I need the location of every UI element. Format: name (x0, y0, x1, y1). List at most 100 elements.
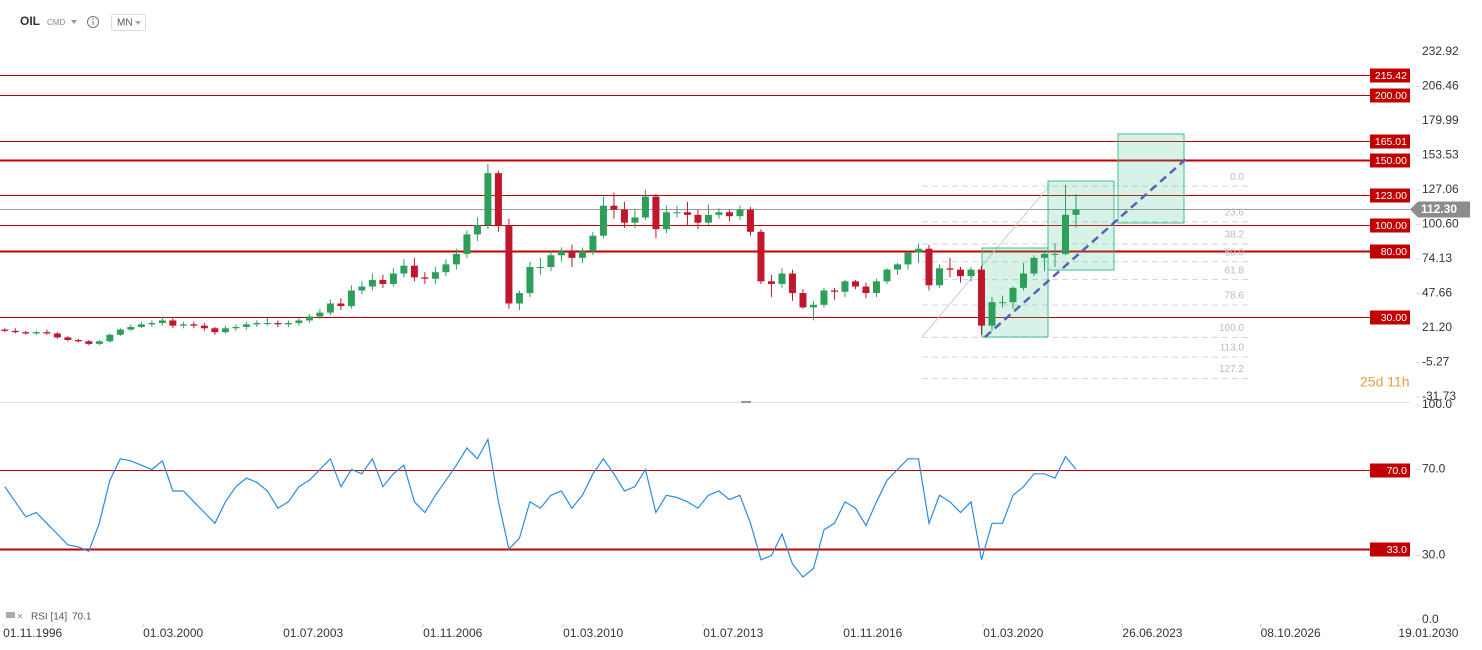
indicator-close[interactable]: × (17, 612, 23, 623)
x-tick-label: 01.11.2016 (843, 626, 902, 640)
candle-body (893, 264, 901, 270)
candle-body (841, 281, 849, 292)
y-tick-label: 47.66 (1422, 286, 1452, 300)
candle-body (211, 328, 219, 333)
level-label: 80.00 (1381, 246, 1407, 258)
candle-body (400, 265, 408, 274)
candle-body (778, 273, 786, 284)
candle-body (1051, 253, 1059, 255)
fib-label: 78.6 (1225, 291, 1245, 302)
candle-body (463, 234, 471, 254)
candle-body (106, 334, 114, 342)
candle-body (242, 324, 250, 327)
timeframe-select[interactable] (111, 14, 146, 31)
candle-body (379, 280, 387, 284)
candle-body (137, 324, 145, 327)
candle-body (326, 303, 334, 313)
candle-body (494, 173, 502, 226)
candle-body (200, 325, 208, 329)
candle-body (169, 320, 177, 326)
y-tick-label: 232.92 (1422, 44, 1459, 58)
candle-body (925, 248, 933, 286)
candle-body (11, 330, 19, 333)
symbol[interactable]: OIL (20, 14, 40, 28)
x-tick-label: 01.03.2020 (983, 626, 1043, 640)
dropdown-arrow[interactable] (71, 20, 77, 24)
level-label-box (1370, 218, 1410, 233)
candle-body (610, 205, 618, 210)
y-tick-label: 127.06 (1422, 182, 1459, 196)
level-label: 215.42 (1375, 70, 1407, 82)
timeframe: MN (117, 18, 133, 29)
candle-body (410, 265, 418, 278)
candle-body (158, 320, 166, 324)
candle-body (641, 196, 649, 218)
candle-body (767, 281, 775, 284)
projection-box[interactable] (1117, 133, 1185, 224)
candle-body (368, 280, 376, 287)
x-tick-label: 01.03.2010 (563, 626, 623, 640)
x-tick-label: 01.11.2006 (423, 626, 482, 640)
candle-body (337, 303, 345, 307)
info-icon-dot (92, 18, 94, 20)
candle-body (442, 264, 450, 273)
candle-body (631, 217, 639, 223)
candle-body (526, 266, 534, 294)
candle-body (694, 214, 702, 223)
candle-body (872, 281, 880, 294)
candle-body (1062, 214, 1070, 254)
candle-body (935, 268, 943, 286)
candle-body (799, 293, 807, 308)
candle-body (851, 281, 859, 287)
candle-body (652, 196, 660, 230)
candle-body (988, 302, 996, 326)
y-tick-label: 153.53 (1422, 148, 1459, 162)
candle-body (22, 332, 30, 334)
candle-body (274, 323, 282, 325)
candle-body (578, 251, 586, 258)
level-label-box (1370, 153, 1410, 168)
candle-body (148, 323, 156, 325)
candle-body (85, 341, 93, 344)
candle-body (74, 339, 82, 342)
candle-body (757, 231, 765, 282)
candle-body (547, 255, 555, 267)
level-label: 100.00 (1375, 220, 1407, 232)
fib-label: 38.2 (1225, 230, 1245, 241)
x-tick-label: 01.07.2013 (703, 626, 763, 640)
candle-body (64, 337, 72, 340)
fib-label: 50.0 (1225, 247, 1245, 258)
x-tick-label: 01.11.1996 (3, 626, 62, 640)
level-label: 70.0 (1387, 465, 1408, 477)
info-icon[interactable] (87, 16, 99, 28)
last-price-box (1410, 201, 1470, 218)
x-tick-label: 01.03.2000 (143, 626, 203, 640)
level-label-box (1370, 542, 1410, 557)
level-label: 150.00 (1375, 155, 1407, 167)
dropdown-arrow (135, 21, 141, 25)
y-tick-label: 100.0 (1422, 397, 1452, 411)
level-label: 165.01 (1375, 136, 1407, 148)
fib-label: 127.2 (1219, 364, 1244, 375)
candle-body (820, 290, 828, 305)
indicator-icon[interactable] (6, 612, 15, 618)
candle-body (347, 290, 355, 307)
candle-body (221, 328, 229, 333)
fib-label: 113.0 (1220, 343, 1245, 354)
candle-body (862, 286, 870, 294)
candle-body (883, 269, 891, 282)
trend-line[interactable] (984, 158, 1187, 338)
level-label-box (1370, 244, 1410, 259)
y-tick-label: -31.73 (1422, 389, 1456, 403)
candle-body (284, 323, 292, 325)
level-label: 33.0 (1387, 544, 1408, 556)
candle-body (977, 269, 985, 326)
candle-body (673, 212, 681, 214)
candle-body (358, 286, 366, 291)
projection-box[interactable] (1047, 180, 1115, 271)
candle-body (536, 266, 544, 268)
level-label-box (1370, 134, 1410, 149)
candle-body (263, 323, 271, 325)
